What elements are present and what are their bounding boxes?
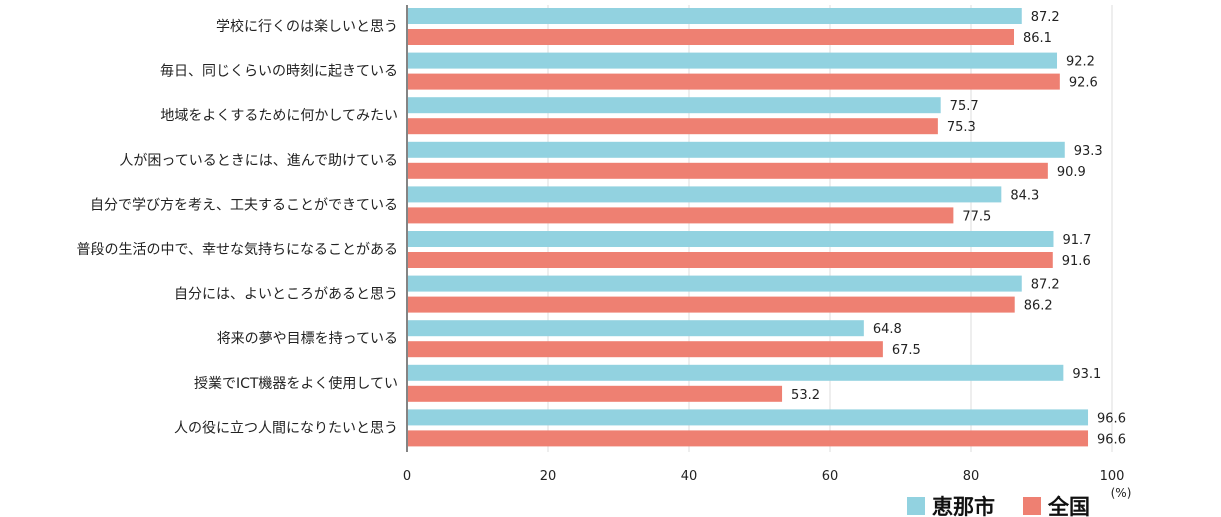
value-label: 75.3 bbox=[947, 120, 976, 135]
value-label: 84.3 bbox=[1010, 188, 1039, 203]
value-label: 77.5 bbox=[962, 209, 991, 224]
category-label: 学校に行くのは楽しいと思う bbox=[216, 18, 398, 35]
bar-ena bbox=[408, 409, 1089, 426]
value-label: 92.6 bbox=[1069, 76, 1098, 91]
x-tick-label: 100 bbox=[1100, 469, 1125, 484]
value-label: 53.2 bbox=[791, 388, 820, 403]
legend-swatch bbox=[907, 497, 925, 515]
category-label: 普段の生活の中で、幸せな気持ちになることがある bbox=[77, 242, 398, 258]
value-label: 96.6 bbox=[1097, 411, 1126, 426]
category-label: 自分で学び方を考え、工夫することができている bbox=[90, 197, 398, 213]
bar-national bbox=[408, 385, 783, 402]
value-label: 93.1 bbox=[1072, 367, 1101, 382]
value-label: 93.3 bbox=[1074, 144, 1103, 159]
category-label: 人の役に立つ人間になりたいと思う bbox=[174, 420, 398, 436]
value-label: 90.9 bbox=[1057, 165, 1086, 180]
category-label: 地域をよくするために何かしてみたい bbox=[160, 108, 398, 124]
legend: 恵那市 全国 bbox=[907, 495, 1090, 517]
value-label: 86.2 bbox=[1024, 299, 1053, 314]
bar-ena bbox=[408, 186, 1002, 203]
bar-national bbox=[408, 341, 883, 358]
value-labels: 87.2 86.1 92.2 92.6 75.7 75.3 93.3 90.9 84.3 77.5… bbox=[791, 10, 1126, 447]
bar-ena bbox=[408, 275, 1022, 292]
value-label: 96.6 bbox=[1097, 432, 1126, 447]
x-tick-label: 20 bbox=[540, 469, 557, 484]
value-label: 67.5 bbox=[892, 343, 921, 358]
unit-label: (%) bbox=[1111, 486, 1132, 500]
bar-ena bbox=[408, 231, 1054, 247]
category-label: 自分には、よいところがあると思う bbox=[174, 287, 398, 303]
x-tick-label: 80 bbox=[963, 469, 980, 484]
x-tick-label: 40 bbox=[681, 469, 698, 484]
bar-national bbox=[408, 430, 1089, 447]
value-label: 86.1 bbox=[1023, 31, 1052, 46]
x-axis: 0 20 40 60 80 100 bbox=[403, 469, 1125, 484]
bar-national bbox=[408, 162, 1048, 179]
bar-ena bbox=[408, 141, 1065, 158]
bar-national bbox=[408, 73, 1060, 90]
bar-national bbox=[408, 29, 1015, 45]
category-label: 毎日、同じくらいの時刻に起きている bbox=[160, 64, 398, 80]
x-tick-label: 60 bbox=[822, 469, 839, 484]
grid-lines bbox=[406, 5, 1113, 452]
value-label: 87.2 bbox=[1031, 10, 1060, 25]
value-label: 64.8 bbox=[873, 322, 902, 337]
bar-ena bbox=[408, 8, 1022, 24]
x-tick-label: 0 bbox=[403, 469, 411, 484]
bar-national bbox=[408, 118, 938, 135]
value-label: 92.2 bbox=[1066, 55, 1095, 70]
bar-ena bbox=[408, 364, 1064, 381]
bar-ena bbox=[408, 320, 864, 337]
bars bbox=[408, 8, 1089, 447]
category-label: 授業でICT機器をよく使用してい bbox=[194, 375, 398, 392]
value-label: 87.2 bbox=[1031, 278, 1060, 293]
bar-national bbox=[408, 296, 1015, 313]
value-label: 91.7 bbox=[1062, 233, 1091, 248]
legend-label: 恵那市 bbox=[932, 495, 995, 517]
legend-swatch bbox=[1023, 497, 1041, 515]
bar-national bbox=[408, 207, 954, 224]
category-label: 将来の夢や目標を持っている bbox=[217, 331, 398, 347]
category-label: 人が困っているときには、進んで助けている bbox=[119, 153, 398, 169]
category-labels: 学校に行くのは楽しいと思う毎日、同じくらいの時刻に起きている地域をよくするために… bbox=[77, 18, 398, 436]
bar-ena bbox=[408, 97, 941, 114]
value-label: 75.7 bbox=[950, 99, 979, 114]
value-label: 91.6 bbox=[1062, 254, 1091, 269]
bar-national bbox=[408, 252, 1053, 268]
legend-label: 全国 bbox=[1047, 495, 1090, 517]
bar-ena bbox=[408, 52, 1058, 69]
